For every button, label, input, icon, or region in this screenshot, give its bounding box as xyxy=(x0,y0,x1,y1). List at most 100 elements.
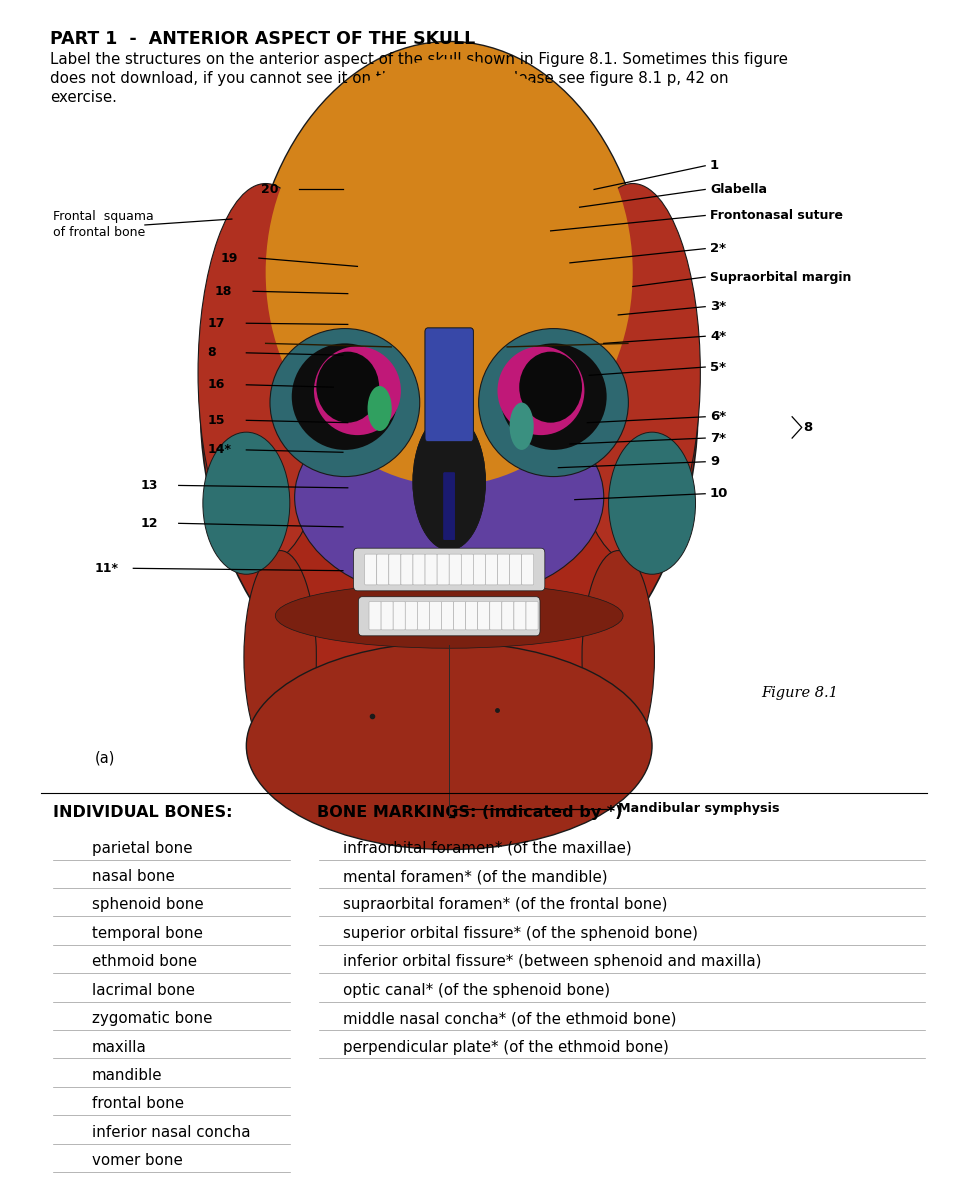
Text: 12: 12 xyxy=(140,517,157,529)
Text: inferior nasal concha: inferior nasal concha xyxy=(92,1125,250,1140)
Text: 5*: 5* xyxy=(710,361,726,373)
Text: 2*: 2* xyxy=(710,243,726,255)
FancyBboxPatch shape xyxy=(429,601,441,630)
Text: Label the structures on the anterior aspect of the skull shown in Figure 8.1. So: Label the structures on the anterior asp… xyxy=(50,52,788,67)
Ellipse shape xyxy=(249,41,649,586)
Ellipse shape xyxy=(368,386,392,431)
Ellipse shape xyxy=(497,346,584,435)
Text: supraorbital foramen* (of the frontal bone): supraorbital foramen* (of the frontal bo… xyxy=(343,897,668,913)
Text: 14*: 14* xyxy=(208,444,232,456)
Text: perpendicular plate* (of the ethmoid bone): perpendicular plate* (of the ethmoid bon… xyxy=(343,1040,668,1055)
Ellipse shape xyxy=(317,352,380,423)
Text: 11*: 11* xyxy=(95,562,119,574)
FancyBboxPatch shape xyxy=(490,601,502,630)
Ellipse shape xyxy=(413,413,486,549)
Text: nasal bone: nasal bone xyxy=(92,869,175,884)
Ellipse shape xyxy=(413,413,486,549)
Text: maxilla: maxilla xyxy=(92,1040,147,1055)
FancyBboxPatch shape xyxy=(514,601,526,630)
Text: mental foramen* (of the mandible): mental foramen* (of the mandible) xyxy=(343,869,608,884)
FancyBboxPatch shape xyxy=(401,554,413,585)
FancyBboxPatch shape xyxy=(473,554,486,585)
Text: parietal bone: parietal bone xyxy=(92,841,192,856)
Text: (a): (a) xyxy=(95,751,115,765)
Text: 16: 16 xyxy=(208,379,225,391)
Text: 18: 18 xyxy=(214,285,232,297)
Text: 3*: 3* xyxy=(710,301,726,313)
FancyBboxPatch shape xyxy=(413,554,425,585)
Text: infraorbital foramen* (of the maxillae): infraorbital foramen* (of the maxillae) xyxy=(343,841,632,856)
FancyBboxPatch shape xyxy=(358,597,540,636)
FancyBboxPatch shape xyxy=(478,601,490,630)
FancyBboxPatch shape xyxy=(454,601,466,630)
FancyBboxPatch shape xyxy=(449,554,462,585)
Ellipse shape xyxy=(500,343,607,450)
FancyBboxPatch shape xyxy=(497,554,510,585)
FancyBboxPatch shape xyxy=(369,601,381,630)
Text: 7*: 7* xyxy=(710,432,726,444)
Text: 20: 20 xyxy=(261,184,278,195)
Text: Frontal  squama
of frontal bone: Frontal squama of frontal bone xyxy=(53,211,154,239)
FancyBboxPatch shape xyxy=(393,601,406,630)
Text: superior orbital fissure* (of the sphenoid bone): superior orbital fissure* (of the spheno… xyxy=(343,926,697,941)
FancyBboxPatch shape xyxy=(441,601,454,630)
FancyBboxPatch shape xyxy=(510,554,522,585)
Ellipse shape xyxy=(246,642,652,850)
Ellipse shape xyxy=(609,432,696,574)
Ellipse shape xyxy=(510,403,534,450)
FancyBboxPatch shape xyxy=(443,472,455,540)
Ellipse shape xyxy=(266,59,633,485)
Text: 10: 10 xyxy=(710,488,728,500)
FancyBboxPatch shape xyxy=(381,601,393,630)
FancyBboxPatch shape xyxy=(354,548,545,591)
Ellipse shape xyxy=(520,352,582,423)
Text: INDIVIDUAL BONES:: INDIVIDUAL BONES: xyxy=(53,805,233,821)
Text: 13: 13 xyxy=(140,480,157,491)
Ellipse shape xyxy=(479,328,629,476)
Text: 4*: 4* xyxy=(710,330,726,342)
Text: sphenoid bone: sphenoid bone xyxy=(92,897,204,913)
Text: lacrimal bone: lacrimal bone xyxy=(92,983,194,998)
Text: 19: 19 xyxy=(220,252,238,264)
Ellipse shape xyxy=(582,551,655,764)
Text: Frontonasal suture: Frontonasal suture xyxy=(710,210,843,221)
Text: PART 1  -  ANTERIOR ASPECT OF THE SKULL: PART 1 - ANTERIOR ASPECT OF THE SKULL xyxy=(50,30,475,47)
Ellipse shape xyxy=(198,184,333,562)
FancyBboxPatch shape xyxy=(365,554,377,585)
FancyBboxPatch shape xyxy=(425,328,473,442)
FancyBboxPatch shape xyxy=(389,554,401,585)
FancyBboxPatch shape xyxy=(502,601,514,630)
FancyBboxPatch shape xyxy=(438,554,449,585)
Text: ethmoid bone: ethmoid bone xyxy=(92,954,197,970)
Text: Figure 8.1: Figure 8.1 xyxy=(761,686,838,700)
Ellipse shape xyxy=(292,343,398,450)
FancyBboxPatch shape xyxy=(462,554,473,585)
FancyBboxPatch shape xyxy=(522,554,534,585)
FancyBboxPatch shape xyxy=(425,328,473,442)
Text: 6*: 6* xyxy=(710,411,726,423)
Text: 15: 15 xyxy=(208,414,225,426)
FancyBboxPatch shape xyxy=(443,472,455,540)
FancyBboxPatch shape xyxy=(466,601,478,630)
Ellipse shape xyxy=(275,584,623,649)
Ellipse shape xyxy=(244,551,317,764)
Text: Glabella: Glabella xyxy=(710,184,767,195)
Text: BONE MARKINGS: (indicated by *): BONE MARKINGS: (indicated by *) xyxy=(317,805,622,821)
Text: inferior orbital fissure* (between sphenoid and maxilla): inferior orbital fissure* (between sphen… xyxy=(343,954,761,970)
Text: does not download, if you cannot see it on the assessment, please see figure 8.1: does not download, if you cannot see it … xyxy=(50,71,729,86)
Text: Mandibular symphysis: Mandibular symphysis xyxy=(618,803,780,815)
Ellipse shape xyxy=(314,346,401,435)
Text: optic canal* (of the sphenoid bone): optic canal* (of the sphenoid bone) xyxy=(343,983,611,998)
Text: 8: 8 xyxy=(208,347,216,359)
Text: exercise.: exercise. xyxy=(50,90,117,105)
FancyBboxPatch shape xyxy=(417,601,429,630)
Text: 17: 17 xyxy=(208,317,225,329)
Text: zygomatic bone: zygomatic bone xyxy=(92,1011,213,1027)
Text: middle nasal concha* (of the ethmoid bone): middle nasal concha* (of the ethmoid bon… xyxy=(343,1011,676,1027)
Text: frontal bone: frontal bone xyxy=(92,1096,184,1112)
Text: 9: 9 xyxy=(710,456,719,468)
Ellipse shape xyxy=(565,184,700,562)
Text: temporal bone: temporal bone xyxy=(92,926,203,941)
FancyBboxPatch shape xyxy=(486,554,497,585)
Text: 8: 8 xyxy=(804,422,813,433)
